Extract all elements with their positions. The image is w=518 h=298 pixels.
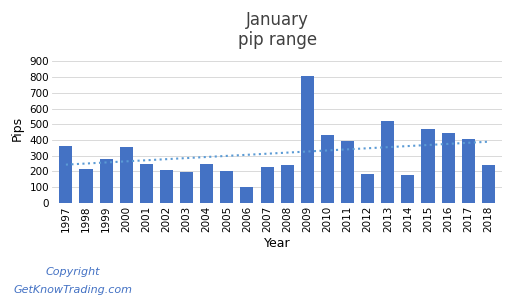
Bar xyxy=(281,165,294,203)
Text: Copyright: Copyright xyxy=(45,267,100,277)
Text: GetKnowTrading.com: GetKnowTrading.com xyxy=(13,285,132,295)
Bar xyxy=(462,139,475,203)
Bar xyxy=(200,164,213,203)
Bar xyxy=(160,170,173,203)
Bar xyxy=(60,146,73,203)
X-axis label: Year: Year xyxy=(264,238,291,251)
Bar xyxy=(220,171,234,203)
Bar xyxy=(381,121,394,203)
Bar xyxy=(79,169,93,203)
Bar xyxy=(180,172,193,203)
Bar xyxy=(140,164,153,203)
Bar xyxy=(301,76,314,203)
Bar xyxy=(321,135,334,203)
Bar xyxy=(401,175,414,203)
Bar xyxy=(341,142,354,203)
Bar xyxy=(99,159,112,203)
Y-axis label: Pips: Pips xyxy=(11,116,24,141)
Title: January
pip range: January pip range xyxy=(238,10,316,49)
Bar xyxy=(442,133,455,203)
Bar xyxy=(240,187,253,203)
Bar xyxy=(361,174,374,203)
Bar xyxy=(120,147,133,203)
Bar xyxy=(261,167,274,203)
Bar xyxy=(422,129,435,203)
Bar xyxy=(482,165,495,203)
